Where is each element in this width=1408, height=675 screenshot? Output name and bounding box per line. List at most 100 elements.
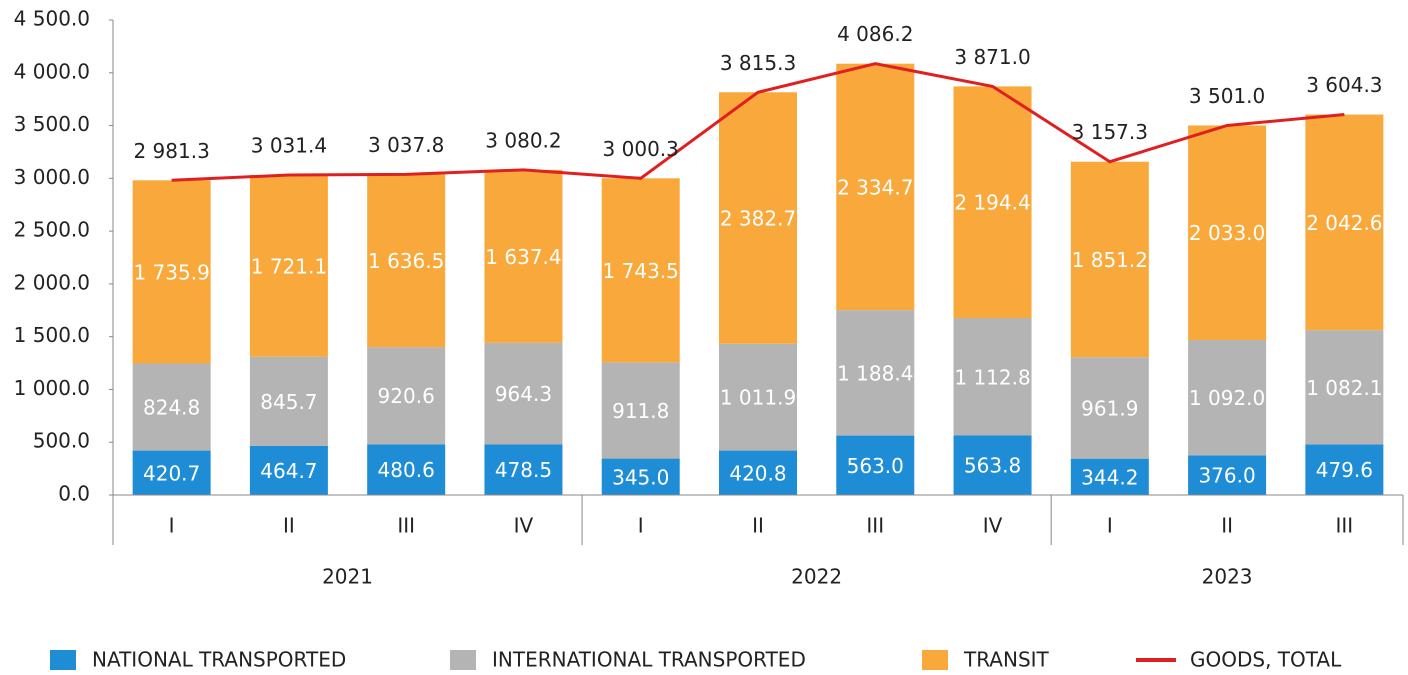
value-label: 1 851.2 [1072,248,1148,272]
bar-segment [132,363,211,451]
y-tick-label: 0.0 [58,482,90,506]
bar-segment [132,180,211,364]
value-label: 1 011.9 [720,386,796,410]
y-tick-label: 500.0 [33,429,90,453]
value-label: 464.7 [260,459,317,483]
total-line [171,62,1345,182]
x-tick-label: III [1336,514,1354,538]
total-label: 3 031.4 [251,134,327,158]
x-tick-label: IV [514,514,534,538]
value-label: 563.8 [964,454,1021,478]
bar-segment [1070,357,1149,459]
value-label: 376.0 [1198,464,1255,488]
x-tick-label: III [397,514,415,538]
x-tick-label: III [866,514,884,538]
value-label: 911.8 [612,399,669,423]
value-label: 2 042.6 [1306,211,1382,235]
bar-segment [719,343,797,451]
bar-segment [953,435,1032,495]
legend-swatch [922,650,948,670]
value-label: 1 112.8 [954,365,1030,389]
bar-segment [249,175,328,357]
y-tick-label: 4 500.0 [14,7,90,31]
value-label: 478.5 [495,458,552,482]
bar-segment [484,342,563,445]
legend-swatch [50,650,76,670]
bar-segment [132,450,211,495]
bar-segment [719,450,797,495]
y-tick-label: 3 000.0 [14,165,90,189]
bar-segment [1188,455,1267,495]
value-label: 2 334.7 [837,175,913,199]
total-label: 3 604.3 [1306,73,1382,97]
bar-segment [601,362,680,459]
legend-label: INTERNATIONAL TRANSPORTED [492,648,806,672]
y-tick-label: 4 000.0 [14,59,90,83]
bar-segment [1305,444,1384,495]
total-label: 3 157.3 [1072,120,1148,144]
value-label: 1 636.5 [368,249,444,273]
group-label: 2023 [1202,565,1253,589]
value-label: 344.2 [1081,465,1138,489]
bar-segment [601,458,680,495]
y-tick-label: 2 000.0 [14,270,90,294]
legend-swatch [450,650,476,670]
legend-label: TRANSIT [963,648,1050,672]
value-label: 1 188.4 [837,361,913,385]
bar-segment [367,444,446,495]
group-label: 2021 [322,565,373,589]
value-label: 1 092.0 [1189,386,1265,410]
value-label: 480.6 [378,458,435,482]
value-label: 964.3 [495,382,552,406]
x-tick-label: I [1107,514,1113,538]
value-label: 1 637.4 [485,245,561,269]
value-label: 2 033.0 [1189,221,1265,245]
bar-segment [1188,340,1267,456]
legend-label: NATIONAL TRANSPORTED [92,648,346,672]
bar-segment [836,310,915,436]
legend-label: GOODS, TOTAL [1190,648,1342,672]
bar-segment [953,318,1032,436]
value-label: 479.6 [1316,458,1373,482]
value-label: 920.6 [378,384,435,408]
x-tick-label: I [169,514,175,538]
bar-segment [249,445,328,495]
bar-segment [953,86,1032,319]
value-label: 420.7 [143,461,200,485]
total-label: 3 080.2 [485,128,561,152]
value-label: 1 082.1 [1306,376,1382,400]
bar-segment [1305,330,1384,445]
bar-segment [1188,125,1267,341]
bar-segment [484,169,563,343]
value-label: 420.8 [729,461,786,485]
bar-segment [367,174,446,348]
value-label: 345.0 [612,465,669,489]
y-tick-label: 1 000.0 [14,376,90,400]
x-tick-label: II [283,514,295,538]
bar-segment [484,444,563,495]
total-label: 3 000.3 [603,137,679,161]
group-label: 2022 [791,565,842,589]
bar-segment [836,435,915,495]
value-label: 1 735.9 [133,260,209,284]
total-label: 2 981.3 [133,139,209,163]
value-label: 961.9 [1081,396,1138,420]
y-tick-label: 1 500.0 [14,323,90,347]
bar-segment [1070,161,1149,358]
x-tick-label: II [1221,514,1233,538]
bar-segment [249,356,328,446]
value-label: 563.0 [847,454,904,478]
value-label: 824.8 [143,396,200,420]
x-tick-label: I [638,514,644,538]
bar-segment [1305,114,1384,331]
bar-segment [719,92,797,344]
y-tick-label: 3 500.0 [14,112,90,136]
bar-segment [836,63,915,311]
value-label: 1 721.1 [251,254,327,278]
x-tick-label: IV [983,514,1003,538]
total-label: 3 815.3 [720,51,796,75]
value-label: 1 743.5 [603,259,679,283]
total-label: 4 086.2 [837,22,913,46]
bar-segment [601,178,680,363]
